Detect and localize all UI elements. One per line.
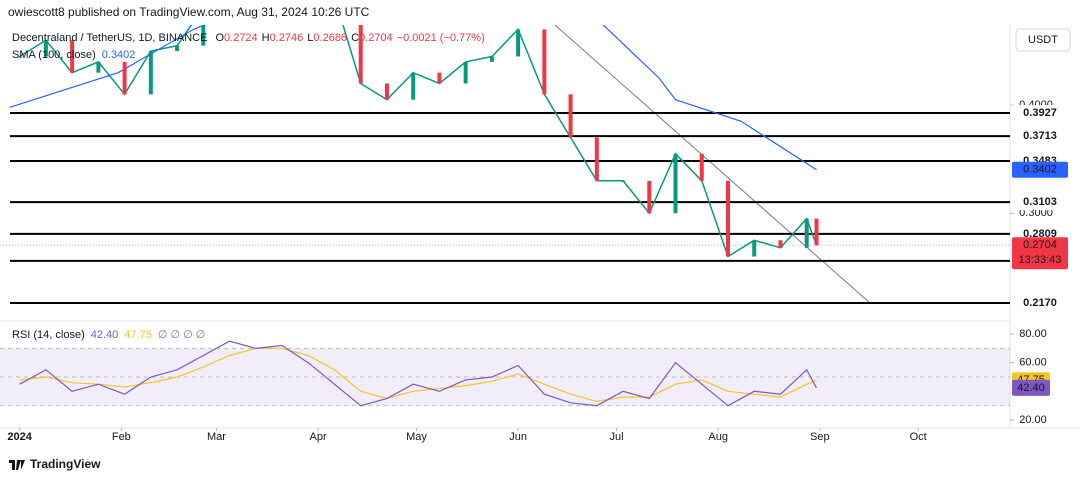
- candle: [201, 25, 206, 46]
- rsi-line: [19, 340, 818, 407]
- candle: [516, 29, 521, 57]
- symbol: Decentraland / TetherUS, 1D, BINANCE: [12, 32, 207, 44]
- candle: [621, 180, 626, 182]
- candle: [725, 180, 730, 257]
- candle: [568, 94, 573, 138]
- candle: [814, 218, 819, 246]
- ohlc-key: O: [215, 32, 224, 44]
- x-tick-label: Jun: [509, 431, 527, 443]
- ohlc-value: 0.2704: [359, 32, 393, 44]
- legend-line: Decentraland / TetherUS, 1D, BINANCE O0.2…: [12, 32, 485, 44]
- level-label: 0.2809: [1023, 228, 1057, 240]
- brand-name: TradingView: [30, 457, 101, 471]
- candle: [594, 137, 599, 181]
- rsi-extra: ∅ ∅ ∅ ∅: [158, 329, 206, 341]
- rsi-name: RSI (14, close): [12, 329, 85, 341]
- candle: [673, 153, 678, 214]
- x-tick-label: Aug: [708, 431, 728, 443]
- x-tick-label: 2024: [7, 431, 32, 443]
- sma-box-label: 0.3402: [1023, 164, 1057, 176]
- countdown: 13:33:43: [1019, 254, 1062, 266]
- candle: [463, 61, 468, 84]
- level-label-box: [1012, 128, 1068, 145]
- price-line: [19, 25, 818, 258]
- last-price-label: 0.2704: [1023, 239, 1057, 251]
- candle: [752, 240, 757, 257]
- ohlc-value: 0.2686: [313, 32, 347, 44]
- rsi-legend: RSI (14, close) 42.40 47.75 ∅ ∅ ∅ ∅: [12, 329, 205, 341]
- currency-button[interactable]: [1015, 28, 1071, 52]
- level-label: 0.3713: [1023, 130, 1057, 142]
- candle: [384, 83, 389, 100]
- level-label: 0.2170: [1023, 297, 1057, 309]
- candle: [804, 218, 809, 248]
- ohlc-key: L: [307, 32, 313, 44]
- trendline: [554, 25, 871, 304]
- rsi-box: [1012, 379, 1050, 396]
- ohlc-value: 0.2724: [224, 32, 258, 44]
- rsi-value: 42.40: [91, 329, 119, 341]
- ohlc-value: 0.2746: [270, 32, 304, 44]
- candle: [122, 61, 127, 95]
- sma-legend: SMA (100, close) 0.3402: [12, 49, 135, 61]
- sma-box: [1012, 161, 1068, 178]
- level-label-box: [1012, 105, 1068, 122]
- candle: [70, 40, 75, 73]
- sma-value: 0.3402: [102, 49, 136, 61]
- candle: [437, 72, 442, 84]
- rsi-tick-label: 60.00: [1019, 357, 1047, 369]
- candle: [411, 72, 416, 100]
- candle: [699, 153, 704, 181]
- rsi-box-label: 42.40: [1017, 382, 1045, 394]
- y-tick-label: 0.3000: [1019, 207, 1053, 219]
- rsi-tick-label: 20.00: [1019, 414, 1047, 426]
- level-label: 0.3103: [1023, 196, 1057, 208]
- last-price-box: [1012, 237, 1068, 270]
- publisher: owiescott8 published on TradingView.com,…: [8, 5, 370, 19]
- currency-label: USDT: [1028, 34, 1058, 46]
- candle: [148, 51, 153, 95]
- candle: [778, 240, 783, 248]
- candle: [175, 45, 180, 52]
- x-tick-label: Apr: [310, 431, 327, 443]
- ohlc-key: C: [351, 32, 359, 44]
- level-label: 0.3927: [1023, 107, 1057, 119]
- x-tick-label: Oct: [910, 431, 927, 443]
- candle: [17, 56, 22, 58]
- candle: [43, 40, 48, 57]
- candle: [647, 180, 652, 214]
- x-tick-label: Mar: [207, 431, 226, 443]
- candle: [489, 56, 494, 62]
- candle: [96, 61, 101, 73]
- x-tick-label: Sep: [810, 431, 830, 443]
- sma-name: SMA (100, close): [12, 49, 96, 61]
- brand-logo: [9, 460, 25, 470]
- ohlc-key: H: [262, 32, 270, 44]
- rsi-ma-value: 47.75: [124, 329, 152, 341]
- sma-line: [9, 25, 817, 171]
- rsi-tick-label: 80.00: [1019, 328, 1047, 340]
- x-tick-label: Feb: [112, 431, 131, 443]
- x-tick-label: May: [406, 431, 427, 443]
- candle: [358, 25, 363, 84]
- x-tick-label: Jul: [609, 431, 623, 443]
- candle: [542, 29, 547, 95]
- change: −0.0021 (−0.77%): [397, 32, 485, 44]
- level-label-box: [1012, 294, 1068, 311]
- level-label-box: [1012, 194, 1068, 211]
